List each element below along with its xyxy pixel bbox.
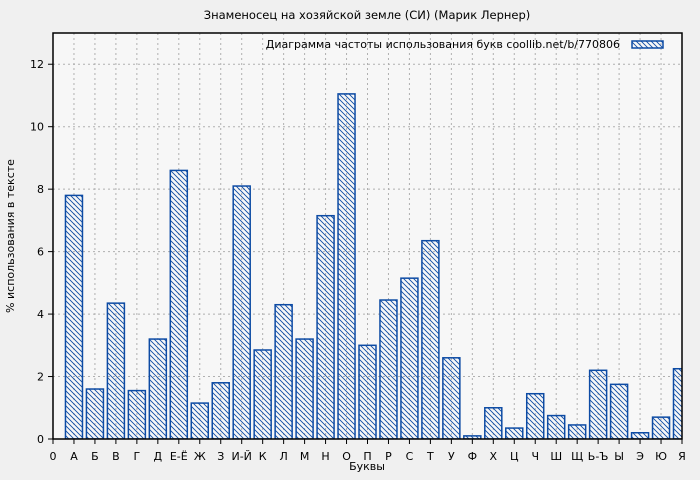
bar-Б — [85, 388, 105, 439]
bar-А — [64, 194, 84, 439]
bar-С — [400, 277, 419, 439]
x-axis-label: Буквы — [349, 460, 385, 473]
bar-И-Й — [232, 185, 251, 439]
bar-Е-Ё — [169, 169, 189, 439]
bar-Ь-Ъ — [588, 369, 608, 439]
y-tick-label-8: 8 — [37, 183, 44, 196]
x-tick-label-Т: Т — [426, 450, 434, 463]
x-tick-label-origin: 0 — [50, 450, 57, 463]
y-tick-label-0: 0 — [37, 433, 44, 446]
bar-П — [358, 344, 377, 439]
x-tick-label-П: П — [363, 450, 371, 463]
bar-Ж — [190, 402, 210, 439]
x-tick-label-Ь-Ъ: Ь-Ъ — [588, 450, 609, 463]
x-tick-label-У: У — [448, 450, 455, 463]
bar-У — [442, 357, 461, 439]
x-tick-label-М: М — [300, 450, 310, 463]
bar-З — [211, 382, 230, 439]
bar-Ч — [525, 392, 545, 439]
x-tick-label-Ц: Ц — [510, 450, 519, 463]
bar-Т — [421, 239, 440, 439]
y-axis-label: % использования в тексте — [4, 159, 17, 313]
bar-Ц — [505, 427, 524, 439]
x-tick-label-Н: Н — [321, 450, 329, 463]
x-tick-label-С: С — [406, 450, 414, 463]
x-tick-label-Х: Х — [490, 450, 498, 463]
y-tick-label-2: 2 — [37, 371, 44, 384]
chart-title: Знаменосец на хозяйской земле (СИ) (Мари… — [204, 8, 531, 22]
x-tick-label-Г: Г — [134, 450, 141, 463]
y-tick-label-4: 4 — [37, 308, 44, 321]
x-tick-label-Ш: Ш — [550, 450, 562, 463]
legend-swatch — [631, 40, 664, 49]
x-tick-label-О: О — [342, 450, 351, 463]
x-tick-label-Щ: Щ — [571, 450, 583, 463]
x-tick-label-Ю: Ю — [655, 450, 667, 463]
y-tick-label-6: 6 — [37, 246, 44, 259]
x-tick-label-Ф: Ф — [468, 450, 477, 463]
bar-Р — [379, 299, 398, 439]
x-tick-label-Э: Э — [636, 450, 644, 463]
bar-Д — [148, 338, 168, 439]
x-tick-label-Ж: Ж — [194, 450, 206, 463]
bars-group — [64, 93, 682, 439]
x-tick-label-И-Й: И-Й — [231, 450, 251, 463]
bar-Я — [672, 367, 682, 439]
bar-Ы — [609, 383, 629, 439]
x-tick-label-В: В — [112, 450, 120, 463]
bar-Ш — [546, 414, 566, 439]
x-tick-label-Е-Ё: Е-Ё — [170, 450, 188, 463]
bar-Э — [630, 432, 650, 439]
y-tick-label-12: 12 — [30, 58, 44, 71]
x-tick-label-Я: Я — [678, 450, 686, 463]
bar-Л — [274, 303, 293, 439]
x-axis-ticks: 0 А Б В Г Д Е-Ё Ж З И-Й К Л М Н О П Р С Т У Ф Х Ц Ч Ш Щ Ь-Ъ Ы Э Ю Я — [50, 439, 686, 463]
bar-К — [253, 349, 272, 439]
y-axis-ticks: 0 2 4 6 8 10 12 — [30, 58, 53, 446]
y-tick-label-10: 10 — [30, 121, 44, 134]
x-tick-label-Ч: Ч — [531, 450, 539, 463]
legend-label: Диаграмма частоты использования букв coo… — [266, 38, 620, 51]
bar-М — [295, 338, 314, 439]
bar-Щ — [567, 424, 587, 439]
bar-Н — [316, 214, 335, 439]
bar-О — [337, 93, 356, 439]
x-tick-label-К: К — [259, 450, 267, 463]
x-tick-label-Ы: Ы — [614, 450, 624, 463]
bar-Ю — [651, 416, 671, 439]
x-tick-label-А: А — [70, 450, 78, 463]
x-tick-label-Л: Л — [279, 450, 287, 463]
x-tick-label-Д: Д — [154, 450, 163, 463]
x-tick-label-З: З — [217, 450, 224, 463]
bar-Г — [127, 389, 147, 439]
bar-В — [106, 302, 126, 439]
x-tick-label-Б: Б — [91, 450, 99, 463]
bar-Х — [484, 407, 503, 439]
x-tick-label-Р: Р — [385, 450, 392, 463]
